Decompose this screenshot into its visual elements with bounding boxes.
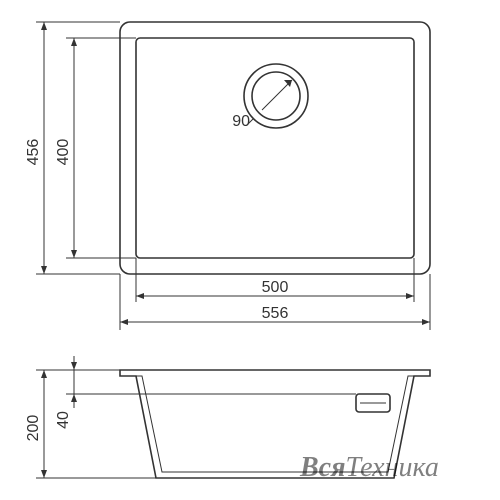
ext-lines-top-left bbox=[36, 22, 136, 274]
dim-outer-w: 556 bbox=[262, 305, 289, 322]
dim-inner-w: 500 bbox=[262, 279, 289, 296]
dim-depth: 200 bbox=[25, 415, 42, 442]
dim-drain: 90 bbox=[232, 113, 250, 130]
dim-step: 40 bbox=[55, 411, 72, 429]
dim-outer-h: 456 bbox=[25, 139, 42, 166]
top-view bbox=[120, 22, 430, 274]
dim-inner-h: 400 bbox=[55, 139, 72, 166]
technical-drawing: 90 456 400 500 556 200 bbox=[0, 0, 500, 500]
side-view bbox=[120, 370, 430, 478]
ext-lines-side bbox=[36, 370, 356, 478]
